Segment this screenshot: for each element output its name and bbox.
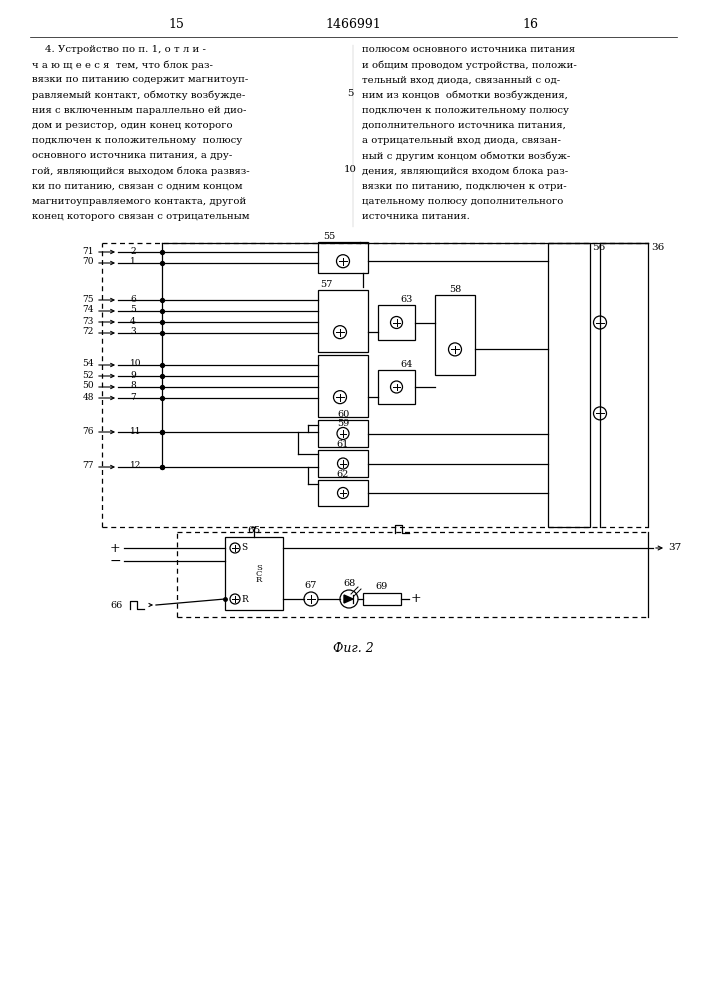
Text: 7: 7 — [130, 392, 136, 401]
Text: 77: 77 — [83, 462, 94, 471]
Text: 37: 37 — [668, 544, 682, 552]
Bar — [318, 242, 368, 273]
Text: 74: 74 — [83, 306, 94, 314]
Text: 16: 16 — [522, 18, 538, 31]
Text: гой, являющийся выходом блока развяз-: гой, являющийся выходом блока развяз- — [32, 167, 250, 176]
Text: 72: 72 — [83, 328, 94, 336]
Text: 64: 64 — [401, 360, 413, 369]
Bar — [318, 420, 368, 447]
Text: 4: 4 — [130, 316, 136, 326]
Bar — [318, 480, 368, 506]
Text: 6: 6 — [130, 294, 136, 304]
Bar — [318, 450, 368, 477]
Text: 15: 15 — [168, 18, 184, 31]
Text: тельный вход диода, связанный с од-: тельный вход диода, связанный с од- — [362, 75, 560, 84]
Text: подключен к положительному  полюсу: подключен к положительному полюсу — [32, 136, 243, 145]
Text: 1466991: 1466991 — [325, 18, 381, 31]
Polygon shape — [344, 595, 353, 603]
Text: ки по питанию, связан с одним концом: ки по питанию, связан с одним концом — [32, 182, 243, 191]
Text: 58: 58 — [449, 285, 461, 294]
Text: дом и резистор, один конец которого: дом и резистор, один конец которого — [32, 121, 233, 130]
Text: Фиг. 2: Фиг. 2 — [332, 642, 373, 654]
Bar — [363, 593, 401, 605]
Text: источника питания.: источника питания. — [362, 212, 470, 221]
Text: 70: 70 — [83, 257, 94, 266]
Text: ния с включенным параллельно ей дио-: ния с включенным параллельно ей дио- — [32, 106, 246, 115]
Text: 54: 54 — [83, 360, 94, 368]
Text: 2: 2 — [130, 246, 136, 255]
Text: равляемый контакт, обмотку возбужде-: равляемый контакт, обмотку возбужде- — [32, 91, 245, 100]
Bar — [548, 243, 590, 527]
Text: 5: 5 — [130, 306, 136, 314]
Text: 10: 10 — [130, 360, 141, 368]
Text: 8: 8 — [130, 381, 136, 390]
Text: 57: 57 — [320, 280, 332, 289]
Text: −: − — [110, 554, 122, 568]
Text: 1: 1 — [130, 257, 136, 266]
Text: 71: 71 — [83, 246, 94, 255]
Text: +: + — [411, 592, 421, 605]
Text: дополнительного источника питания,: дополнительного источника питания, — [362, 121, 566, 130]
Text: конец которого связан с отрицательным: конец которого связан с отрицательным — [32, 212, 250, 221]
Bar — [318, 355, 368, 417]
Text: 52: 52 — [83, 370, 94, 379]
Text: C: C — [256, 570, 262, 578]
Text: 69: 69 — [376, 582, 388, 591]
Bar — [318, 290, 368, 352]
Text: 61: 61 — [337, 440, 349, 449]
Text: ним из концов  обмотки возбуждения,: ним из концов обмотки возбуждения, — [362, 91, 568, 100]
Text: магнитоуправляемого контакта, другой: магнитоуправляемого контакта, другой — [32, 197, 246, 206]
Text: +: + — [110, 542, 121, 554]
Text: 63: 63 — [401, 295, 413, 304]
Text: 73: 73 — [83, 316, 94, 326]
Bar — [378, 305, 415, 340]
Text: 3: 3 — [130, 328, 136, 336]
Bar — [378, 370, 415, 404]
Text: 56: 56 — [592, 243, 605, 252]
Text: 11: 11 — [130, 426, 141, 436]
Text: дения, являющийся входом блока раз-: дения, являющийся входом блока раз- — [362, 167, 568, 176]
Text: подключен к положительному полюсу: подключен к положительному полюсу — [362, 106, 569, 115]
Text: 66: 66 — [110, 600, 122, 609]
Text: R: R — [256, 576, 262, 584]
Text: S: S — [256, 564, 262, 572]
Text: 68: 68 — [343, 579, 355, 588]
Text: R: R — [241, 594, 247, 603]
Text: 75: 75 — [83, 294, 94, 304]
Text: 4. Устройство по п. 1, о т л и -: 4. Устройство по п. 1, о т л и - — [32, 45, 206, 54]
Text: а отрицательный вход диода, связан-: а отрицательный вход диода, связан- — [362, 136, 561, 145]
Text: S: S — [241, 544, 247, 552]
Text: и общим проводом устройства, положи-: и общим проводом устройства, положи- — [362, 60, 577, 70]
Text: основного источника питания, а дру-: основного источника питания, а дру- — [32, 151, 233, 160]
Text: 55: 55 — [323, 232, 335, 241]
Text: 62: 62 — [337, 470, 349, 479]
Bar — [435, 295, 475, 375]
Text: вязки по питанию содержит магнитоуп-: вязки по питанию содержит магнитоуп- — [32, 75, 248, 84]
Text: 48: 48 — [83, 392, 94, 401]
Text: вязки по питанию, подключен к отри-: вязки по питанию, подключен к отри- — [362, 182, 566, 191]
Text: 65: 65 — [247, 526, 261, 535]
Text: 50: 50 — [83, 381, 94, 390]
Text: ч а ю щ е е с я  тем, что блок раз-: ч а ю щ е е с я тем, что блок раз- — [32, 60, 213, 70]
Bar — [225, 537, 283, 610]
Text: 76: 76 — [83, 426, 94, 436]
Text: 10: 10 — [344, 165, 356, 174]
Text: 36: 36 — [651, 243, 665, 252]
Text: цательному полюсу дополнительного: цательному полюсу дополнительного — [362, 197, 563, 206]
Text: 12: 12 — [130, 462, 141, 471]
Text: 67: 67 — [305, 581, 317, 590]
Text: 5: 5 — [347, 89, 354, 98]
Text: полюсом основного источника питания: полюсом основного источника питания — [362, 45, 575, 54]
Text: 9: 9 — [130, 370, 136, 379]
Text: 59: 59 — [337, 419, 349, 428]
Text: ный с другим концом обмотки возбуж-: ный с другим концом обмотки возбуж- — [362, 151, 571, 161]
Text: 60: 60 — [337, 410, 349, 419]
